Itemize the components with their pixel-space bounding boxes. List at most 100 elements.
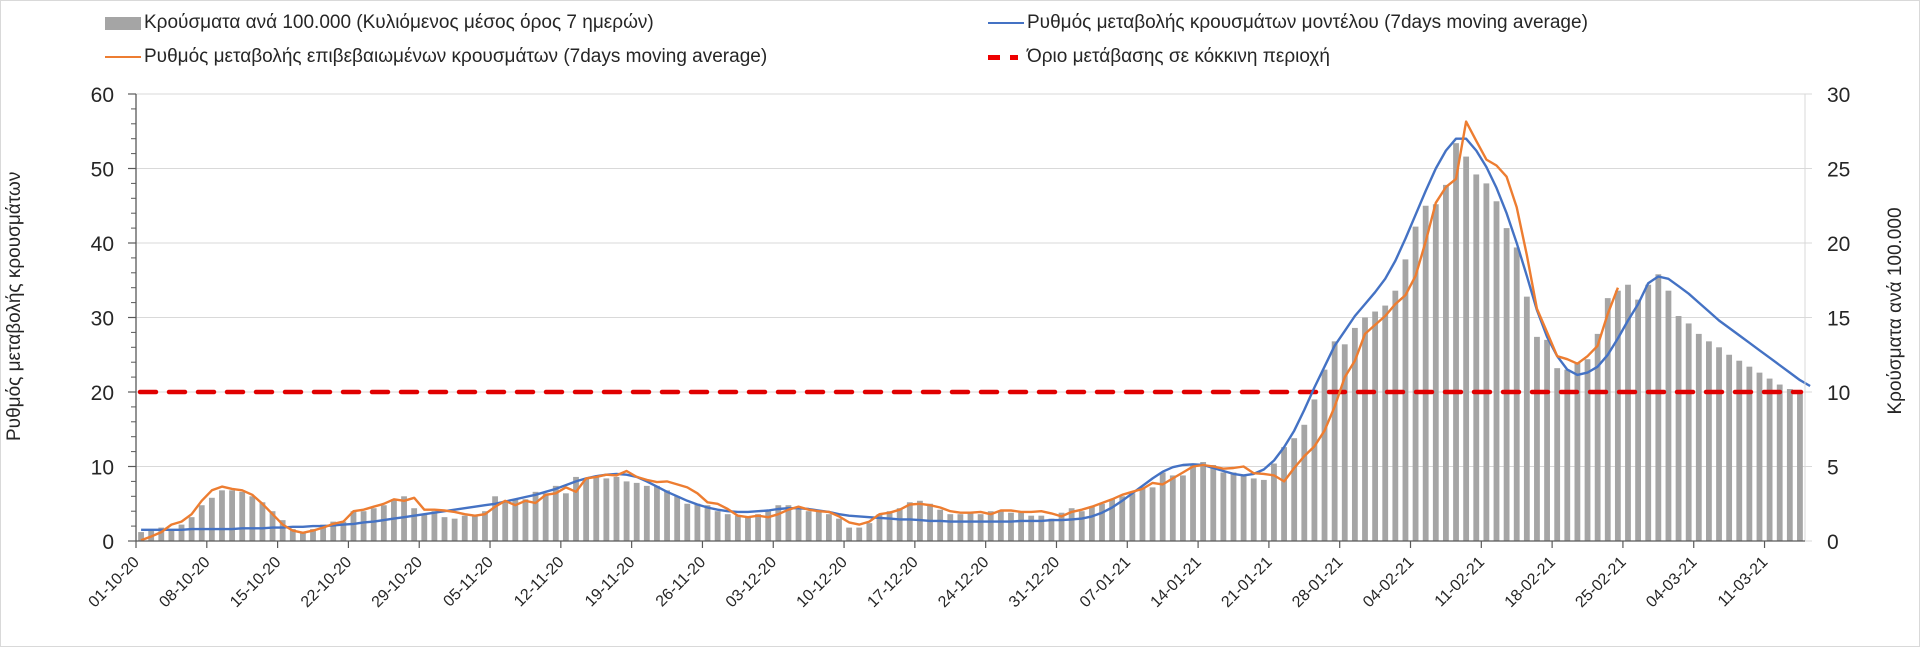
confirmed-rate-line <box>140 120 1620 542</box>
bar <box>562 493 569 541</box>
bar <box>1463 156 1470 541</box>
bar <box>1018 512 1024 541</box>
bar <box>1250 478 1257 541</box>
bar <box>229 490 235 541</box>
bar <box>836 518 842 541</box>
bar <box>694 503 701 541</box>
bar <box>1797 393 1803 541</box>
legend-threshold: Όριο μετάβασης σε κόκκινη περιοχή <box>988 46 1330 68</box>
bar <box>805 511 812 541</box>
bar <box>1635 299 1641 541</box>
bar <box>1038 515 1045 541</box>
bar <box>1341 344 1348 541</box>
bar <box>1776 384 1783 541</box>
legend-label: Ρυθμός μεταβολής επιβεβαιωμένων κρουσμάτ… <box>144 46 768 67</box>
bar <box>1766 378 1773 541</box>
bar <box>957 514 964 541</box>
bar <box>633 482 640 541</box>
y-tick-label-left: 10 <box>91 457 114 480</box>
bar <box>1311 399 1318 541</box>
y-tick-label-right: 10 <box>1827 382 1850 405</box>
bar <box>1685 323 1692 541</box>
bar <box>724 514 731 541</box>
x-tick-label: 15-10-20 <box>227 554 284 611</box>
y-tick-label-left: 60 <box>91 84 114 107</box>
y-tick-label-right: 20 <box>1827 233 1850 256</box>
bar <box>1129 493 1136 541</box>
bar <box>1048 518 1055 541</box>
x-tick-label: 17-12-20 <box>864 554 921 611</box>
legend-cases: Κρούσματα ανά 100.000 (Κυλιόμενος μέσος … <box>105 12 654 34</box>
bar <box>512 499 519 541</box>
bar <box>289 529 296 541</box>
bar <box>765 509 772 541</box>
x-tick-label: 05-11-20 <box>440 554 497 611</box>
bar <box>421 514 428 541</box>
bar <box>1503 228 1510 541</box>
bar <box>360 511 367 541</box>
bar <box>1281 447 1287 541</box>
bar <box>1422 205 1429 541</box>
bar <box>1625 284 1631 541</box>
bar <box>846 527 853 541</box>
bar <box>1331 341 1338 541</box>
bar <box>1716 347 1722 541</box>
bar <box>1169 475 1176 541</box>
x-tick-label: 21-01-21 <box>1218 554 1275 611</box>
bar <box>1453 143 1459 542</box>
bar <box>1291 438 1298 541</box>
bar <box>1180 475 1186 541</box>
bar <box>532 491 539 541</box>
bar <box>1523 296 1530 541</box>
bar <box>755 514 761 541</box>
bar <box>896 508 903 541</box>
x-tick-label: 04-02-21 <box>1360 554 1417 611</box>
x-tick-label: 26-11-20 <box>653 554 710 611</box>
bar <box>1726 354 1733 541</box>
bar <box>320 524 327 541</box>
legend-red-dash-swatch <box>988 54 1024 60</box>
bar <box>471 515 478 541</box>
bar <box>1362 317 1368 541</box>
bar <box>1351 327 1358 541</box>
legend-label: Ρυθμός μεταβολής κρουσμάτων μοντέλου (7d… <box>1027 12 1588 33</box>
legend-bar-swatch <box>105 16 141 30</box>
x-tick-label: 11-02-21 <box>1432 554 1489 611</box>
bar <box>1706 341 1712 541</box>
bar <box>906 502 913 541</box>
bar <box>1756 372 1763 541</box>
bar <box>775 505 782 541</box>
bar <box>1544 339 1550 541</box>
bar <box>1655 274 1662 541</box>
bar <box>1190 463 1196 541</box>
legend-label: Κρούσματα ανά 100.000 (Κυλιόμενος μέσος … <box>144 12 654 33</box>
y-tick-label-left: 50 <box>91 159 114 182</box>
y-tick-label-left: 40 <box>91 233 114 256</box>
bar <box>1109 499 1116 541</box>
bar <box>1382 305 1389 541</box>
bar <box>198 505 205 541</box>
bar <box>310 529 316 541</box>
bar <box>714 511 721 541</box>
bar <box>1240 475 1247 541</box>
bar <box>1675 316 1682 541</box>
bar <box>259 502 266 541</box>
x-tick-label: 03-12-20 <box>723 554 780 611</box>
bar <box>1301 424 1308 541</box>
bar <box>977 514 984 541</box>
bar <box>1230 472 1237 541</box>
bar <box>1736 360 1743 541</box>
x-tick-label: 07-01-21 <box>1077 554 1134 611</box>
x-tick-label: 28-01-21 <box>1289 554 1346 611</box>
bar <box>1028 515 1035 541</box>
bar <box>643 485 650 541</box>
bar <box>219 490 225 541</box>
bar <box>239 491 246 541</box>
bar <box>573 476 579 541</box>
y-tick-label-right: 15 <box>1827 308 1850 331</box>
bar <box>1594 333 1601 541</box>
bar <box>340 521 347 541</box>
bar <box>623 481 630 541</box>
bar <box>1210 465 1217 541</box>
y-tick-label-right: 5 <box>1827 457 1839 480</box>
